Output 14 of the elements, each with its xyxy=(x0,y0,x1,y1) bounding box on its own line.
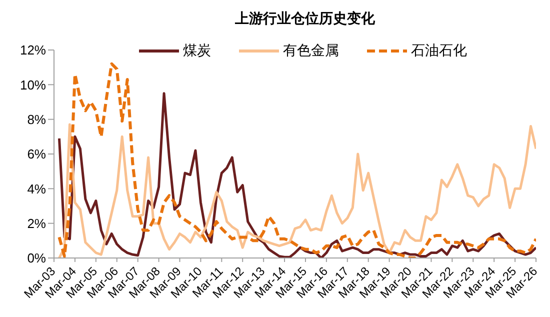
line-series xyxy=(58,92,536,258)
y-tick-label: 4% xyxy=(27,181,46,196)
legend-label: 石油石化 xyxy=(410,42,467,60)
legend-label: 煤炭 xyxy=(182,42,211,60)
y-tick-label: 12% xyxy=(20,42,46,58)
y-tick-label: 2% xyxy=(27,216,46,231)
legend-label: 有色金属 xyxy=(282,42,339,60)
y-tick-label: 8% xyxy=(27,112,46,127)
chart-title: 上游行业仓位历史变化 xyxy=(234,10,376,28)
line-series xyxy=(58,123,536,258)
y-tick-label: 6% xyxy=(27,146,46,162)
line-series xyxy=(58,62,536,258)
y-tick-label: 0% xyxy=(27,250,46,266)
y-tick-label: 10% xyxy=(20,77,46,92)
